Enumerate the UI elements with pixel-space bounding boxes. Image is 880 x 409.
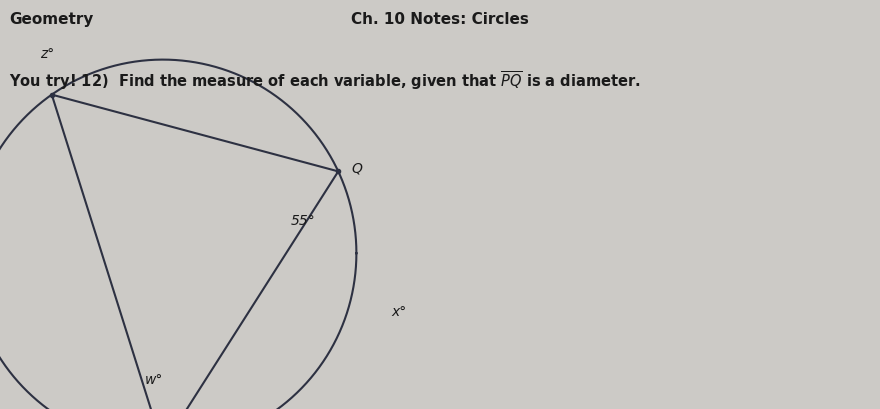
Text: w°: w° xyxy=(145,372,163,386)
Text: You try! 12)  Find the measure of each variable, given that $\overline{PQ}$ is a: You try! 12) Find the measure of each va… xyxy=(9,70,641,92)
Text: x°: x° xyxy=(392,305,407,319)
Text: z°: z° xyxy=(40,47,55,61)
Text: 55°: 55° xyxy=(290,213,315,227)
Text: Q: Q xyxy=(351,161,363,175)
Text: Geometry: Geometry xyxy=(9,12,93,27)
Text: Ch. 10 Notes: Circles: Ch. 10 Notes: Circles xyxy=(351,12,529,27)
